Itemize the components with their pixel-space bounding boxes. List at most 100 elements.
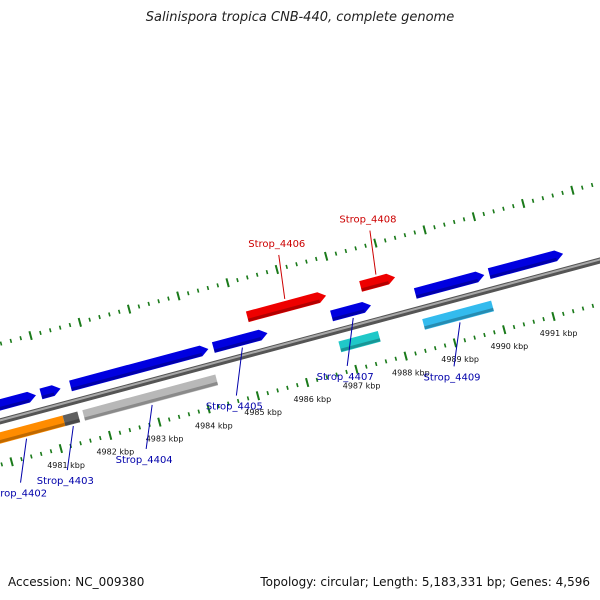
gene-feature[interactable] xyxy=(0,391,36,417)
gene-shading xyxy=(71,352,203,391)
inner-tick-mark xyxy=(108,430,113,440)
gene-strop-4402[interactable] xyxy=(0,415,66,448)
outer-tick-mark xyxy=(274,264,280,275)
inner-tick-mark xyxy=(20,456,23,462)
gene-label-leader xyxy=(278,254,286,300)
outer-tick-mark xyxy=(167,296,170,301)
inner-tick-mark xyxy=(118,430,122,435)
inner-tick-mark xyxy=(542,316,545,322)
gene-feature[interactable] xyxy=(487,250,564,280)
inner-tick-mark xyxy=(403,351,408,361)
scale-label: 4990 kbp xyxy=(491,342,529,351)
gene-label-leader xyxy=(145,404,153,450)
inner-tick-mark xyxy=(443,343,447,348)
inner-tick-mark xyxy=(414,351,417,356)
outer-tick-mark xyxy=(512,203,515,209)
inner-tick-mark xyxy=(364,364,368,369)
outer-tick-mark xyxy=(531,198,535,203)
outer-tick-mark xyxy=(246,275,249,280)
outer-tick-mark xyxy=(521,198,526,209)
outer-tick-mark xyxy=(295,262,298,267)
inner-tick-mark xyxy=(532,319,536,324)
outer-tick-mark xyxy=(541,196,545,201)
gene-feature[interactable] xyxy=(69,345,209,392)
outer-tick-mark xyxy=(108,312,111,317)
inner-tick-track xyxy=(0,303,595,467)
inner-tick-mark xyxy=(305,377,310,388)
gene-label[interactable]: Strop_4404 xyxy=(116,455,173,466)
outer-tick-mark xyxy=(403,233,407,238)
gene-shading xyxy=(41,392,55,399)
scale-label: 4988 kbp xyxy=(392,368,430,377)
outer-tick-mark xyxy=(482,211,486,217)
gene-label[interactable]: Strop_4405 xyxy=(206,402,263,413)
inner-tick-mark xyxy=(138,425,141,430)
gene-label-leader xyxy=(453,322,461,367)
outer-tick-mark xyxy=(443,222,446,227)
outer-tick-mark xyxy=(570,185,575,195)
scale-label: 4989 kbp xyxy=(441,355,479,364)
gene-label[interactable]: Strop_4406 xyxy=(248,239,305,250)
outer-tick-mark xyxy=(216,283,220,288)
scale-label: 4983 kbp xyxy=(146,434,184,443)
inner-tick-mark xyxy=(98,435,102,441)
inner-tick-mark xyxy=(551,311,556,322)
outer-tick-mark xyxy=(186,291,190,296)
gene-label[interactable]: Strop_4402 xyxy=(0,489,47,500)
outer-tick-mark xyxy=(580,185,584,190)
outer-tick-track xyxy=(0,182,594,346)
gene-strop-4409[interactable] xyxy=(422,300,494,330)
gene-feature[interactable] xyxy=(338,331,381,353)
gene-strop-4408[interactable] xyxy=(359,273,396,292)
outer-tick-mark xyxy=(492,209,495,214)
inner-tick-mark xyxy=(128,427,132,433)
inner-tick-mark xyxy=(325,375,329,380)
map-title: Salinispora tropica CNB-440, complete ge… xyxy=(145,10,455,25)
inner-tick-mark xyxy=(30,454,33,459)
gene-strop-4403[interactable] xyxy=(62,411,81,427)
gene-strop-4405[interactable] xyxy=(211,329,268,353)
gene-shading xyxy=(332,309,365,321)
gene-shading xyxy=(84,381,218,421)
inner-tick-mark xyxy=(571,309,575,314)
inner-tick-mark xyxy=(394,356,398,361)
outer-tick-mark xyxy=(176,291,181,301)
gene-label[interactable]: Strop_4407 xyxy=(317,372,374,383)
outer-tick-mark xyxy=(77,317,82,327)
inner-tick-mark xyxy=(187,412,191,417)
outer-tick-mark xyxy=(462,217,466,222)
inner-tick-mark xyxy=(591,303,595,309)
gene-label[interactable]: Strop_4409 xyxy=(423,372,480,383)
gene-labels: Strop_4402 Strop_4403 Strop_4404 Strop_4405… xyxy=(0,215,481,500)
gene-strop-4407[interactable] xyxy=(330,302,371,322)
inner-tick-mark xyxy=(167,417,171,422)
gene-strop-4406[interactable] xyxy=(245,292,327,323)
gene-strop-4404[interactable] xyxy=(82,374,219,421)
outer-tick-mark xyxy=(157,299,160,304)
outer-tick-mark xyxy=(225,278,230,288)
outer-tick-mark xyxy=(314,256,318,262)
gene-shading xyxy=(415,278,479,299)
inner-tick-mark xyxy=(49,449,53,454)
outer-tick-mark xyxy=(206,285,210,291)
inner-tick-mark xyxy=(562,311,565,316)
inner-tick-mark xyxy=(255,391,261,401)
gene-feature[interactable] xyxy=(39,385,61,400)
outer-tick-mark xyxy=(19,336,23,341)
outer-tick-mark xyxy=(28,330,33,341)
inner-tick-mark xyxy=(0,462,4,467)
gene-label[interactable]: Strop_4408 xyxy=(339,215,396,226)
genome-backbone xyxy=(0,257,600,425)
gene-shading xyxy=(489,257,557,279)
inner-tick-mark xyxy=(452,338,458,348)
gene-label[interactable]: Strop_4403 xyxy=(37,476,94,487)
gene-shading xyxy=(0,422,66,444)
outer-tick-mark xyxy=(265,270,269,275)
outer-tick-mark xyxy=(9,338,13,343)
scale-label: 4982 kbp xyxy=(96,448,134,457)
gene-feature[interactable] xyxy=(413,271,485,299)
outer-tick-mark xyxy=(422,225,427,235)
gene-label-leader xyxy=(369,230,377,275)
inner-tick-mark xyxy=(157,417,162,427)
gene-shading xyxy=(247,299,321,322)
